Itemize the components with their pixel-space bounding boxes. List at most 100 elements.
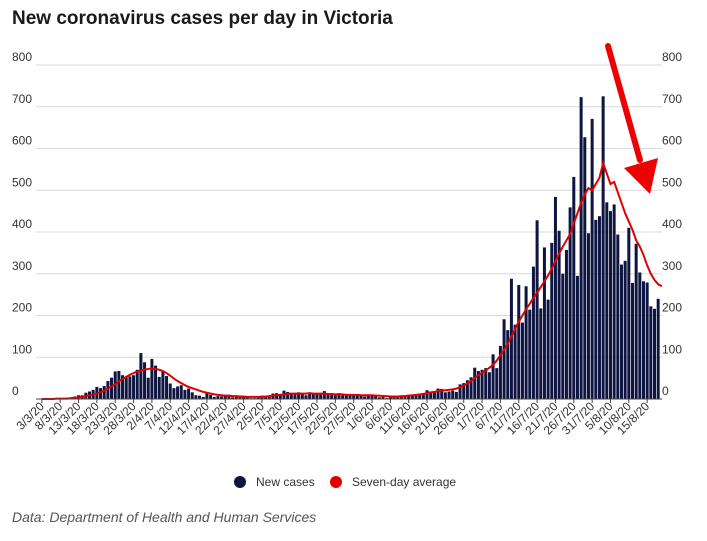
y-tick-label-left: 500 — [12, 175, 32, 189]
bar — [619, 264, 623, 399]
bar — [498, 345, 502, 399]
bar — [572, 176, 576, 399]
bar — [447, 391, 451, 399]
bar — [359, 395, 363, 399]
y-tick-label-right: 600 — [662, 134, 682, 148]
bar — [656, 298, 660, 399]
bar — [106, 381, 110, 399]
bar — [176, 386, 180, 399]
bar — [198, 395, 202, 399]
bar — [458, 384, 462, 399]
bar — [440, 388, 444, 399]
bar — [506, 330, 510, 399]
bar — [638, 272, 642, 399]
bar — [187, 388, 191, 399]
bar — [388, 397, 392, 399]
bar — [502, 319, 506, 399]
bar — [645, 282, 649, 399]
bar — [421, 393, 425, 399]
legend-marker — [234, 476, 246, 488]
bar — [443, 392, 447, 399]
bar — [289, 394, 293, 399]
bar — [410, 395, 414, 399]
bar — [601, 96, 605, 399]
bar — [561, 273, 565, 399]
bar — [322, 391, 326, 399]
bar — [297, 392, 301, 399]
bar — [480, 369, 484, 399]
bar — [344, 395, 348, 399]
legend-label: New cases — [256, 475, 315, 489]
bar — [179, 385, 183, 399]
bar — [377, 397, 381, 399]
bar — [341, 395, 345, 399]
bar — [557, 230, 561, 399]
bar — [304, 395, 308, 399]
bar — [319, 393, 323, 399]
y-tick-label-left: 600 — [12, 134, 32, 148]
bar — [172, 388, 176, 399]
bar — [392, 396, 396, 399]
y-tick-label-left: 100 — [12, 342, 32, 356]
bar — [117, 371, 121, 399]
y-tick-label-left: 800 — [12, 50, 32, 64]
y-tick-label-right: 400 — [662, 217, 682, 231]
bar — [238, 396, 242, 399]
bar — [652, 308, 657, 399]
y-tick-label-left: 300 — [12, 259, 32, 273]
bar — [216, 396, 220, 399]
y-tick-label-right: 800 — [662, 50, 682, 64]
bar — [245, 396, 249, 399]
bar — [517, 285, 521, 399]
bar — [436, 388, 440, 399]
bar — [597, 216, 601, 399]
bar — [256, 397, 260, 399]
bar — [374, 396, 378, 399]
bar — [231, 397, 235, 399]
bar — [128, 376, 132, 399]
bar — [586, 233, 590, 399]
y-tick-label-left: 400 — [12, 217, 32, 231]
bar — [491, 354, 495, 399]
bar — [333, 395, 337, 399]
bar — [649, 306, 653, 399]
bar — [150, 358, 154, 399]
bar — [627, 227, 631, 399]
bar — [641, 281, 645, 399]
y-tick-label-left: 0 — [12, 384, 19, 398]
chart-title: New coronavirus cases per day in Victori… — [12, 8, 393, 29]
bar — [469, 377, 473, 399]
bar — [311, 394, 315, 399]
bar — [267, 396, 271, 399]
source-note: Data: Department of Health and Human Ser… — [12, 509, 317, 525]
bar — [157, 376, 161, 399]
bar — [370, 395, 374, 399]
bar — [484, 368, 488, 399]
y-tick-label-right: 100 — [662, 342, 682, 356]
bar — [205, 392, 209, 399]
x-axis: 3/3/208/3/2013/3/2018/3/2023/3/2028/3/20… — [13, 399, 652, 437]
bar — [531, 266, 535, 399]
bar — [414, 394, 418, 399]
bar — [330, 394, 334, 399]
bar — [546, 299, 550, 399]
bar — [220, 396, 224, 399]
bar — [575, 275, 579, 399]
y-axis-left: 0 100 200 300 400 500 600 700 800 — [12, 50, 32, 398]
bar — [418, 393, 422, 399]
bar — [227, 394, 231, 399]
bar — [605, 202, 609, 399]
bars-new-cases — [47, 96, 660, 400]
bar — [509, 278, 513, 399]
bar — [399, 395, 403, 399]
bar — [579, 97, 583, 400]
bar — [535, 220, 539, 399]
y-tick-label-left: 700 — [12, 92, 32, 106]
bar — [143, 362, 147, 399]
bar — [465, 380, 469, 399]
bar — [154, 365, 158, 399]
bar — [612, 204, 616, 399]
bar — [139, 353, 143, 399]
bar — [209, 394, 213, 399]
bar — [337, 393, 341, 399]
